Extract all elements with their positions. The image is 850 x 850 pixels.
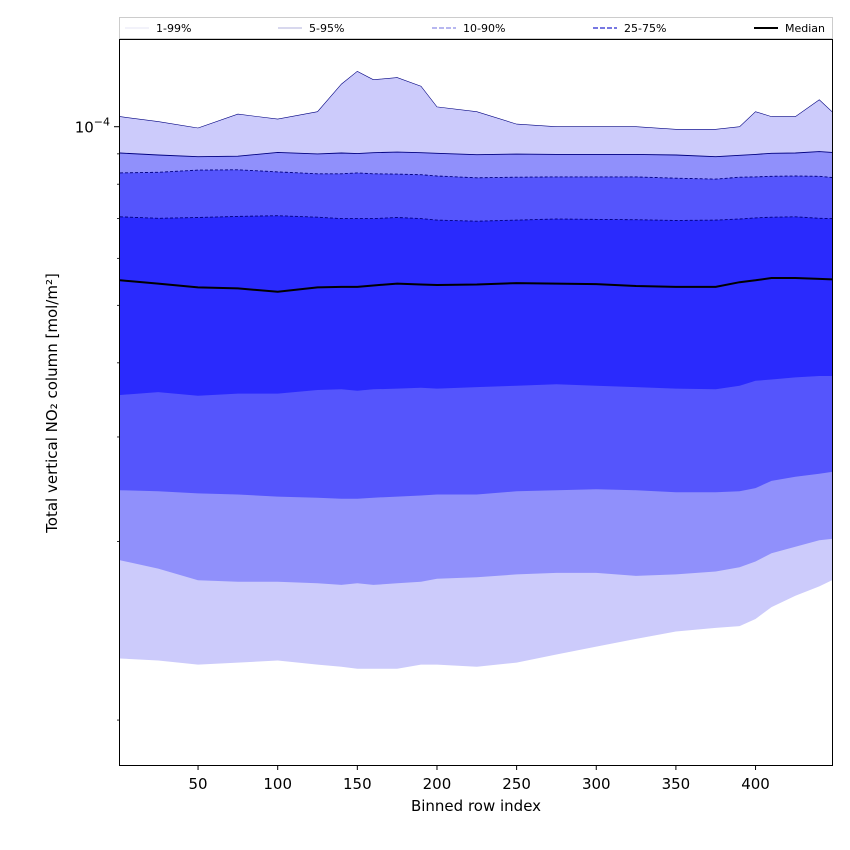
- x-tick-label: 200: [423, 775, 452, 793]
- x-axis-label: Binned row index: [411, 797, 541, 815]
- band-25-75pct: [120, 215, 832, 396]
- y-tick-label: 10−4: [75, 116, 110, 137]
- band-upper-line-10-90pct: [119, 169, 833, 180]
- band-upper-line-1-99pct: [119, 70, 833, 130]
- x-tick-label: 250: [502, 775, 531, 793]
- plot-area: [119, 70, 833, 669]
- x-tick-label: 100: [263, 775, 292, 793]
- legend-label: 10-90%: [463, 22, 505, 35]
- band-boundary-lines: [119, 70, 833, 222]
- x-tick-label: 350: [662, 775, 691, 793]
- band-upper-line-5-95pct: [119, 151, 833, 158]
- band-upper-line-25-75pct: [119, 215, 833, 222]
- percentile-bands: [120, 71, 832, 669]
- x-tick-label: 400: [741, 775, 770, 793]
- legend-label: 25-75%: [624, 22, 666, 35]
- x-axis-ticks: 50 100 150 200 250 300 350 400: [189, 765, 770, 793]
- x-tick-label: 300: [582, 775, 611, 793]
- y-axis-label: Total vertical NO₂ column [mol/m²]: [43, 273, 61, 534]
- plot-frame: [119, 39, 833, 766]
- legend-label: 1-99%: [156, 22, 191, 35]
- legend: 1-99% 5-95% 10-90% 25-75% Median: [119, 17, 833, 39]
- legend-items: 1-99% 5-95% 10-90% 25-75% Median: [125, 22, 825, 35]
- median-line: [119, 277, 833, 293]
- x-tick-label: 150: [343, 775, 372, 793]
- y-axis-ticks: 10−4: [75, 116, 120, 721]
- legend-label: 5-95%: [309, 22, 344, 35]
- legend-box: [119, 17, 833, 39]
- legend-label: Median: [785, 22, 825, 35]
- x-tick-label: 50: [189, 775, 208, 793]
